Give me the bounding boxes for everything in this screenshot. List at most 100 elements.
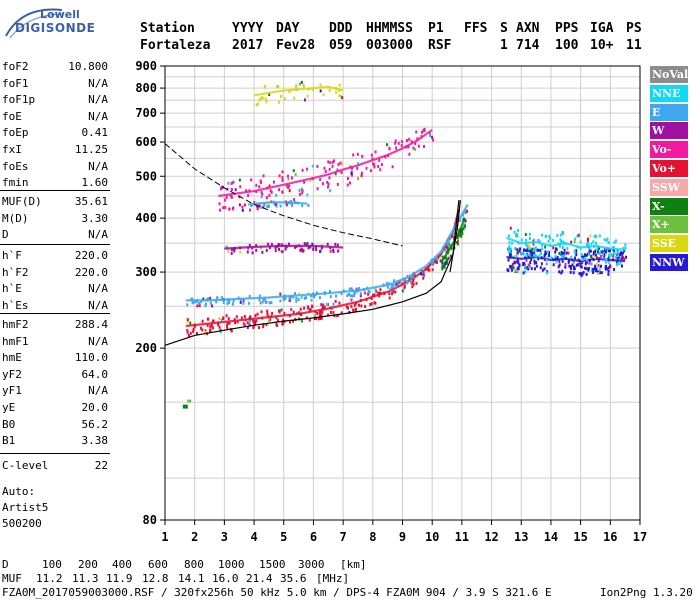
echo-point [266,312,269,316]
echo-point [264,97,267,101]
echo-point [514,247,517,251]
echo-point [563,248,566,252]
echo-point [569,265,572,269]
echo-point [590,262,593,266]
echo-point [523,248,526,252]
echo-point [327,160,330,164]
echo-point [281,190,284,194]
echo-point [365,166,368,170]
param-name: foF1 [2,76,29,90]
echo-point [307,306,310,310]
echo-point [256,102,259,106]
echo-point [338,94,341,98]
echo-point [278,247,281,251]
echo-point [283,311,286,315]
param-value: 1.60 [81,176,109,190]
param-separator [0,244,110,245]
echo-point [235,315,238,319]
param-name: foEp [2,126,29,140]
echo-point [533,253,536,257]
echo-point [559,238,562,242]
echo-point [274,246,277,250]
trace-line [506,255,626,263]
echo-point [311,164,314,168]
echo-point [431,261,434,265]
echo-point [543,253,546,257]
echo-point [353,292,356,296]
echo-point [621,251,624,255]
echo-point [312,247,315,251]
param-row: h`E N/A [2,282,108,296]
header-label: DAY [276,21,300,36]
param-row: h`F2 220.0 [2,266,108,280]
muf-value: 11.3 [72,572,99,585]
echo-point [239,250,242,254]
x-tick-label: 10 [425,530,439,544]
echo-point [328,176,331,180]
echo-point [511,268,514,272]
echo-point [225,314,228,318]
muf-label: MUF [2,572,22,585]
echo-point [585,253,588,257]
echo-point [623,257,626,261]
echo-point [294,173,297,177]
echo-point [449,254,452,258]
echo-point [222,206,225,210]
echo-point [530,258,533,262]
echo-point [575,253,578,257]
echo-point [373,165,376,169]
echo-point [270,301,273,305]
echo-point [617,254,620,258]
param-row: B1 3.38 [2,434,108,448]
param-row: D N/A [2,228,108,242]
echo-point [607,269,610,273]
echo-point [360,174,363,178]
param-row: foF1p N/A [2,93,108,107]
echo-point [541,247,544,251]
param-name: C-level [2,459,49,472]
echo-point [616,250,619,254]
echo-point [320,313,323,317]
echo-point [620,264,623,268]
echo-point [186,320,189,324]
echo-point [613,268,616,272]
echo-point [550,256,553,260]
echo-point [233,249,236,253]
echo-point [587,267,590,271]
legend-item: NNW [650,254,688,271]
legend-item: E [650,103,688,121]
echo-point [598,246,601,250]
echo-point [346,294,349,298]
echo-point [463,210,466,214]
echo-point [321,310,324,314]
echo-point [509,265,512,269]
echo-point [439,259,442,263]
echo-point [227,317,230,321]
echo-point [392,283,395,287]
echo-point [186,303,189,307]
echo-point [397,141,400,145]
echo-point [354,307,357,311]
muf-value: 21.4 [246,572,273,585]
echo-point [415,281,418,285]
param-row: hmE 110.0 [2,351,108,365]
echo-point [328,290,331,294]
echo-point [429,134,432,138]
x-tick-label: 2 [191,530,198,544]
echo-point [590,242,593,246]
echo-point [281,320,284,324]
echo-point [351,294,354,298]
echo-point [349,294,352,298]
echo-point [182,404,188,409]
echo-point [339,94,342,98]
echo-point [241,208,244,212]
echo-point [242,301,245,305]
echo-point [603,238,606,242]
echo-point [547,253,550,257]
echo-point [412,275,415,279]
echo-point [284,296,287,300]
echo-point [591,269,594,273]
echo-point [300,295,303,299]
echo-point [522,271,525,275]
echo-point [516,258,519,262]
